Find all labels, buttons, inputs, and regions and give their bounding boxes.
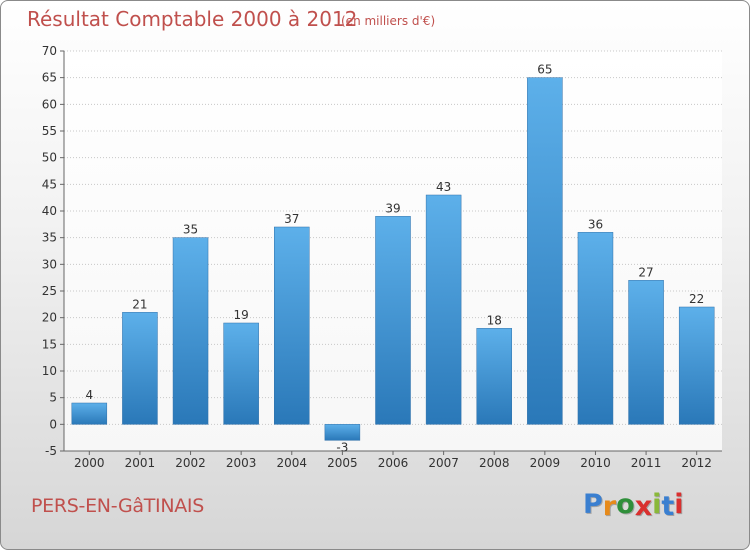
y-tick-label: 15 (42, 337, 57, 351)
logo-letter: i (652, 489, 662, 520)
value-label-2002: 35 (183, 223, 198, 237)
y-tick-label: 10 (42, 364, 57, 378)
place-name: PERS-EN-GâTINAIS (31, 495, 205, 517)
y-tick-label: 70 (42, 44, 57, 58)
bar-2001 (122, 312, 158, 425)
y-tick-label: 20 (42, 311, 57, 325)
logo-letter: o (616, 489, 635, 520)
logo-letter: x (634, 491, 653, 522)
y-tick-label: 45 (42, 177, 57, 191)
value-label-2011: 27 (638, 265, 653, 279)
bar-2006 (375, 216, 411, 425)
bar-2005 (324, 424, 361, 441)
x-tick-label-2011: 2011 (631, 456, 662, 470)
x-tick-label-2006: 2006 (378, 456, 409, 470)
bar-2002 (172, 237, 209, 425)
proxiti-logo: Proxiti (583, 489, 684, 522)
value-label-2012: 22 (689, 292, 704, 306)
x-tick-label-2005: 2005 (327, 456, 358, 470)
x-tick-label-2000: 2000 (74, 456, 105, 470)
y-tick-label: 50 (42, 151, 57, 165)
bar-2000 (71, 402, 108, 425)
bar-2007 (425, 194, 462, 425)
x-tick-label-2007: 2007 (428, 456, 459, 470)
bar-2010 (577, 232, 614, 425)
value-label-2005: -3 (336, 440, 348, 454)
y-tick-label: 30 (42, 257, 57, 271)
bar-2008 (476, 328, 512, 425)
x-tick-label-2012: 2012 (681, 456, 712, 470)
y-tick-label: 0 (49, 417, 57, 431)
x-tick-label-2002: 2002 (175, 456, 206, 470)
value-label-2006: 39 (385, 201, 400, 215)
logo-letter: t (661, 491, 675, 522)
y-tick-label: 25 (42, 284, 57, 298)
chart-title: Résultat Comptable 2000 à 2012 (27, 7, 358, 31)
bar-2004 (274, 226, 310, 425)
y-tick-label: 40 (42, 204, 57, 218)
x-tick-label-2008: 2008 (479, 456, 510, 470)
logo-letter: i (674, 489, 684, 520)
value-label-2009: 65 (537, 63, 552, 77)
y-tick-label: -5 (45, 444, 57, 458)
x-tick-label-2004: 2004 (276, 456, 307, 470)
x-tick-label-2003: 2003 (226, 456, 257, 470)
logo-letter: r (602, 491, 617, 522)
value-label-2003: 19 (234, 308, 249, 322)
y-tick-label: 65 (42, 71, 57, 85)
value-label-2001: 21 (132, 297, 147, 311)
logo-letter: P (583, 489, 603, 520)
x-tick-label-2010: 2010 (580, 456, 611, 470)
bar-2003 (223, 322, 259, 425)
x-tick-label-2009: 2009 (530, 456, 561, 470)
value-label-2004: 37 (284, 212, 299, 226)
y-tick-label: 55 (42, 124, 57, 138)
value-label-2010: 36 (588, 217, 603, 231)
y-tick-label: 60 (42, 97, 57, 111)
y-tick-label: 5 (49, 391, 57, 405)
value-label-2000: 4 (85, 388, 93, 402)
value-label-2008: 18 (487, 313, 502, 327)
bar-2011 (628, 280, 664, 425)
bar-2012 (678, 306, 715, 425)
x-tick-label-2001: 2001 (125, 456, 156, 470)
y-tick-label: 35 (42, 231, 57, 245)
value-label-2007: 43 (436, 180, 451, 194)
bar-2009 (527, 77, 563, 425)
unit-note: (en milliers d'€) (341, 14, 436, 28)
